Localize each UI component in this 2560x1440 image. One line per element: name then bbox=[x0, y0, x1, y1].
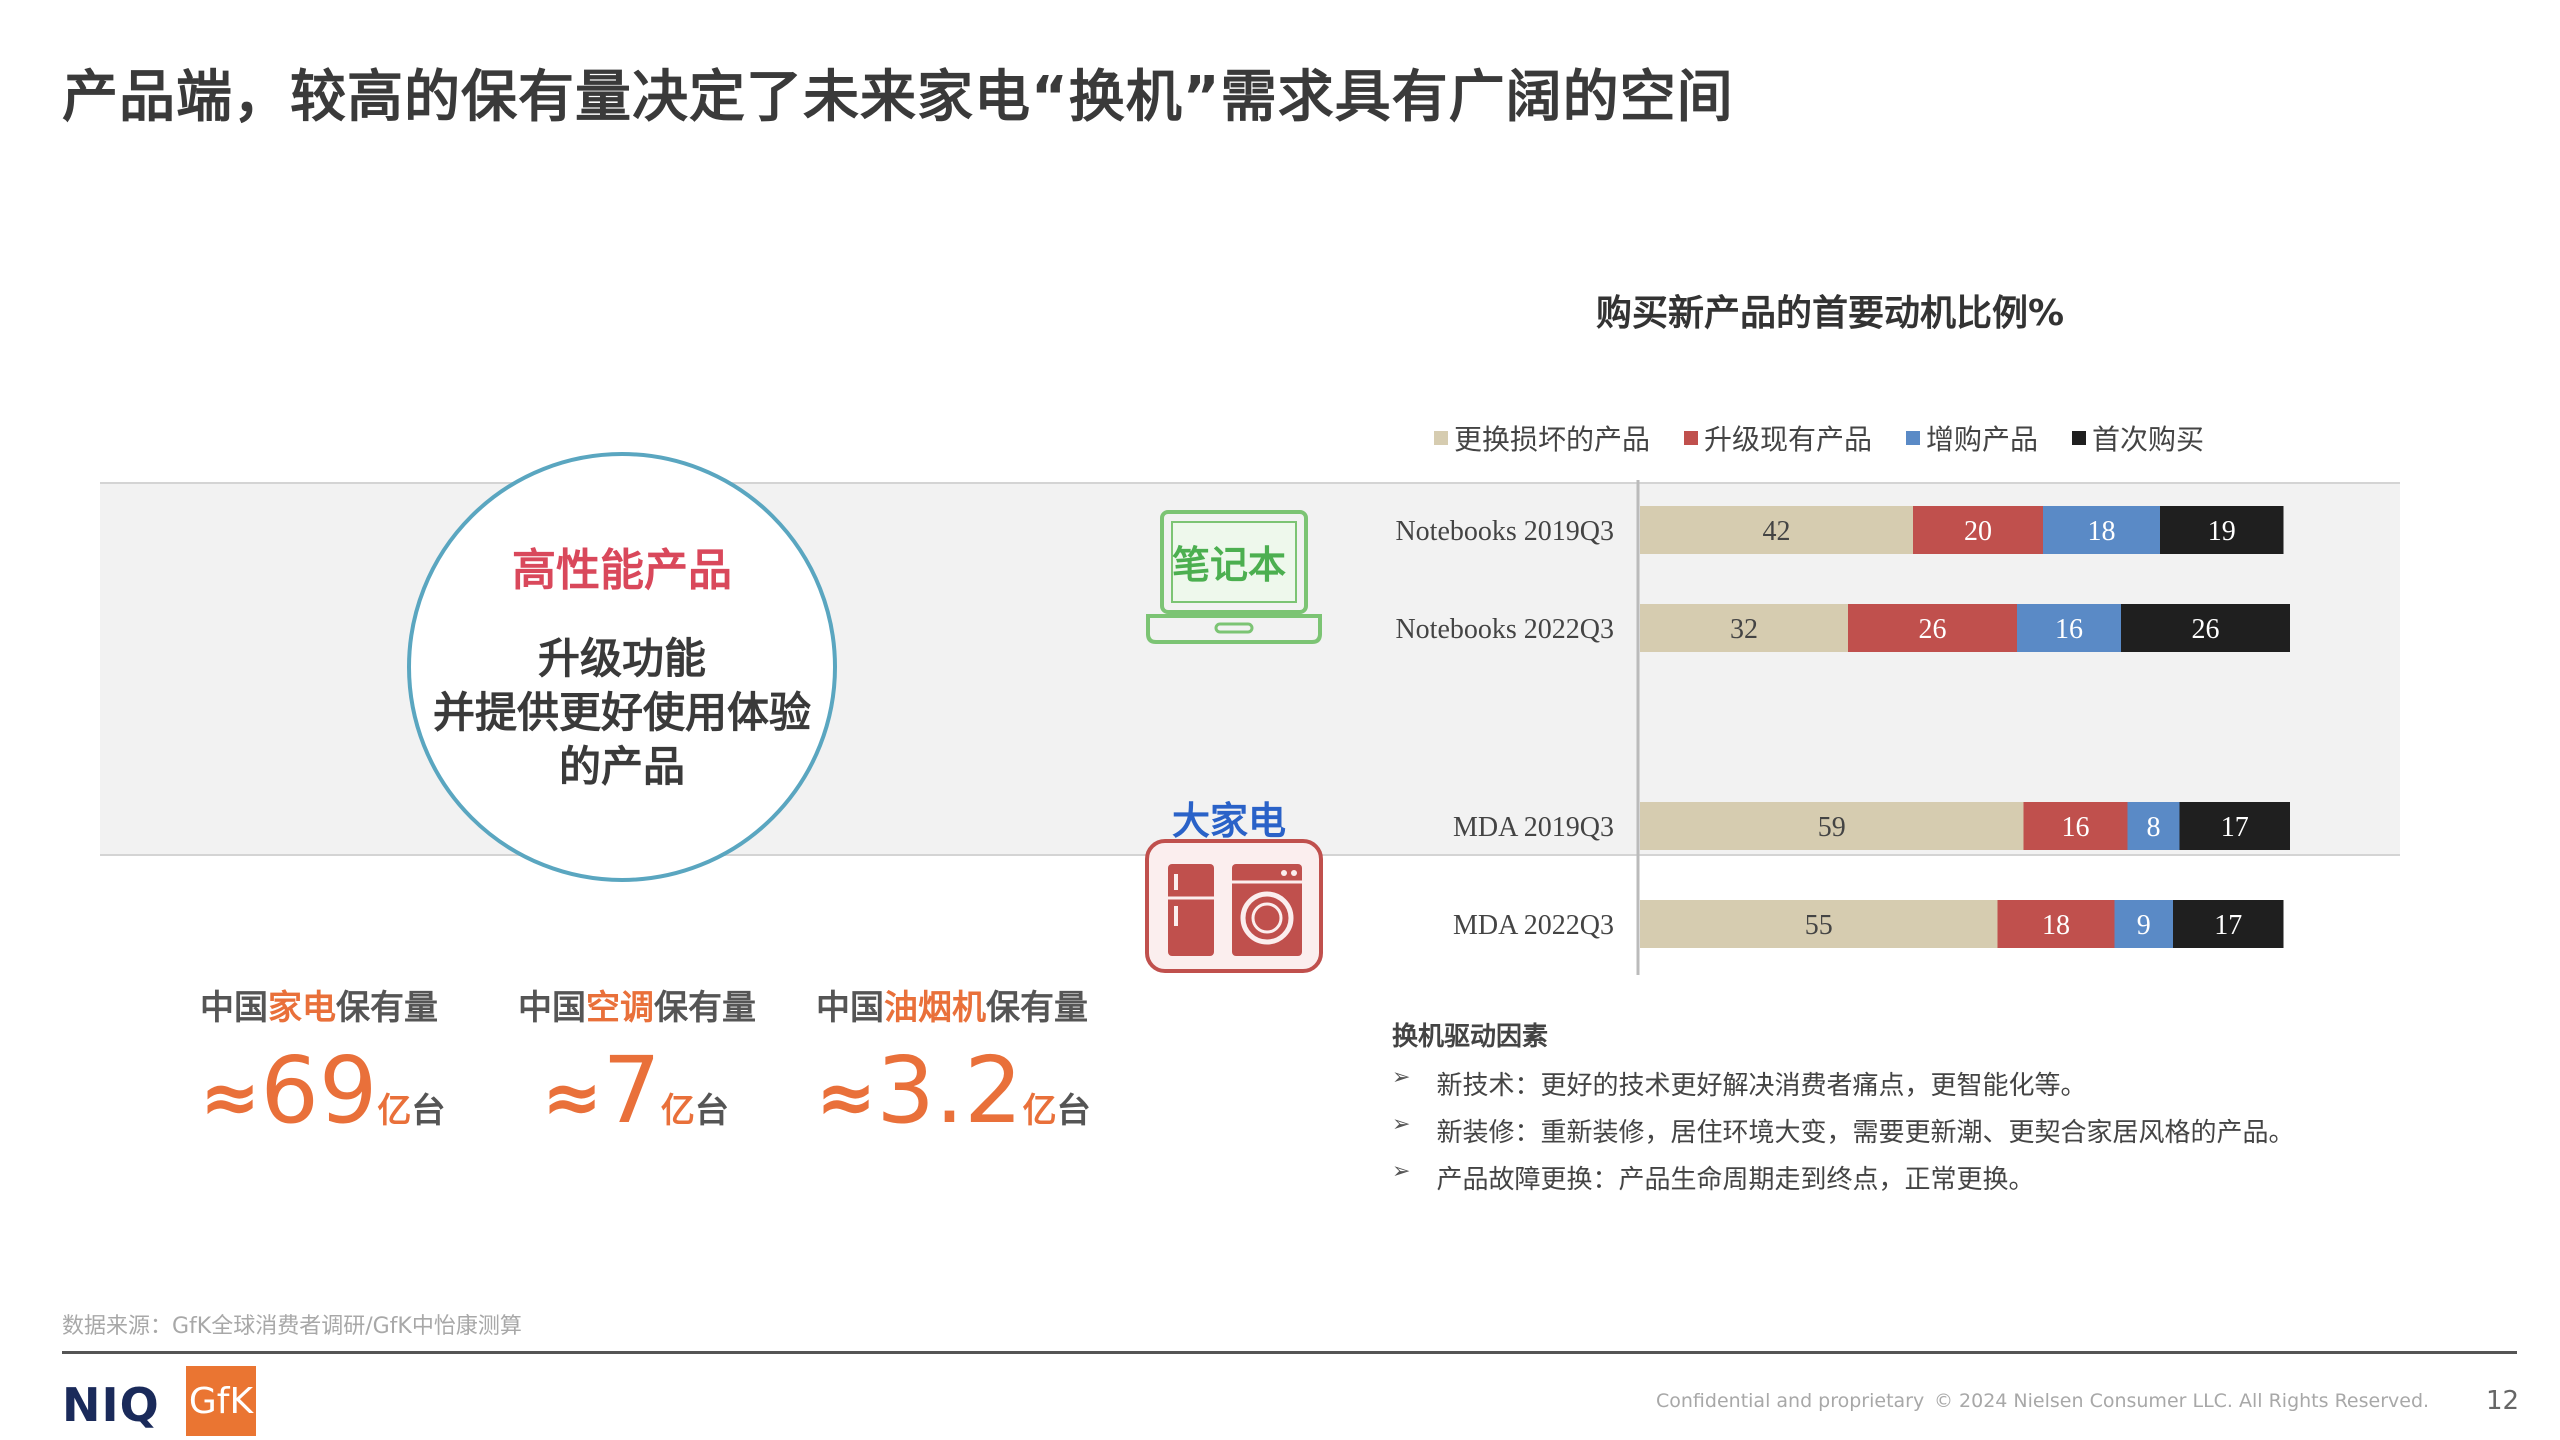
legend-swatch bbox=[1434, 431, 1448, 445]
arrow-bullet-icon: ➢ bbox=[1392, 1112, 1411, 1137]
stat-number: 3.2 bbox=[876, 1037, 1023, 1144]
data-label: 18 bbox=[2042, 910, 2070, 941]
driver-text: 产品故障更换：产品生命周期走到终点，正常更换。 bbox=[1436, 1165, 2035, 1195]
legend-item: 增购产品 bbox=[1906, 418, 2038, 458]
legend-item: 更换损坏的产品 bbox=[1434, 418, 1650, 458]
stat-appliances: 中国家电保有量 ≈69亿台 bbox=[200, 980, 445, 1144]
stat-unit: 亿 bbox=[660, 1091, 695, 1131]
bar-segment bbox=[1640, 900, 1998, 948]
legend-item: 首次购买 bbox=[2072, 418, 2204, 458]
laptop-icon bbox=[1146, 510, 1322, 644]
legend-swatch bbox=[1684, 431, 1699, 445]
bar-segment bbox=[2114, 900, 2173, 948]
chart-legend: 更换损坏的产品 升级现有产品 增购产品 首次购买 bbox=[1434, 418, 2204, 458]
copyright: © 2024 Nielsen Consumer LLC. All Rights … bbox=[1934, 1390, 2430, 1412]
bar-segment bbox=[2173, 900, 2284, 948]
appliance-icon bbox=[1145, 839, 1323, 973]
stat-value: ≈3.2亿台 bbox=[816, 1037, 1091, 1144]
stat-number: 69 bbox=[260, 1037, 378, 1144]
legend-label: 增购产品 bbox=[1926, 423, 2039, 456]
driver-item: ➢ 产品故障更换：产品生命周期走到终点，正常更换。 bbox=[1392, 1159, 2294, 1196]
circle-line: 并提供更好使用体验 bbox=[432, 688, 811, 737]
driver-text: 新装修：重新装修，居住环境大变，需要更新潮、更契合家居风格的产品。 bbox=[1436, 1118, 2295, 1148]
drivers-title: 换机驱动因素 bbox=[1392, 1022, 1549, 1052]
legend-swatch bbox=[1906, 431, 1921, 445]
data-label: 17 bbox=[2214, 910, 2242, 941]
stat-highlight: 油烟机 bbox=[884, 988, 986, 1028]
notebook-label: 笔记本 bbox=[1172, 543, 1287, 587]
page-title: 产品端，较高的保有量决定了未来家电“换机”需求具有广阔的空间 bbox=[62, 65, 1734, 130]
stat-unit: 台 bbox=[1056, 1091, 1091, 1131]
circle-body: 升级功能 并提供更好使用体验 的产品 bbox=[421, 632, 823, 794]
driver-text: 新技术：更好的技术更好解决消费者痛点，更智能化等。 bbox=[1436, 1071, 2087, 1101]
footer-divider bbox=[62, 1351, 2517, 1354]
stat-approx: ≈ bbox=[542, 1055, 603, 1139]
stat-highlight: 家电 bbox=[268, 988, 336, 1028]
stat-value: ≈7亿台 bbox=[518, 1037, 756, 1144]
stat-suffix: 保有量 bbox=[654, 988, 756, 1028]
stat-highlight: 空调 bbox=[586, 988, 654, 1028]
gfk-logo: GfK bbox=[186, 1366, 256, 1436]
stat-unit: 台 bbox=[411, 1091, 446, 1131]
bar-segment bbox=[1997, 900, 2115, 948]
replacement-drivers: 换机驱动因素 ➢ 新技术：更好的技术更好解决消费者痛点，更智能化等。 ➢ 新装修：重… bbox=[1392, 1016, 2294, 1206]
stat-unit: 台 bbox=[694, 1091, 729, 1131]
circle-line: 的产品 bbox=[558, 742, 685, 791]
stat-label: 中国油烟机保有量 bbox=[816, 980, 1091, 1029]
driver-item: ➢ 新技术：更好的技术更好解决消费者痛点，更智能化等。 bbox=[1392, 1065, 2294, 1102]
page-number: 12 bbox=[2486, 1386, 2520, 1416]
data-source: 数据来源：GfK全球消费者调研/GfK中怡康测算 bbox=[62, 1314, 522, 1339]
stat-air-conditioners: 中国空调保有量 ≈7亿台 bbox=[518, 980, 756, 1144]
circle-heading: 高性能产品 bbox=[512, 545, 732, 596]
niq-logo: NIQ bbox=[62, 1378, 160, 1432]
legend-item: 升级现有产品 bbox=[1684, 418, 1872, 458]
legend-label: 首次购买 bbox=[2092, 423, 2205, 456]
stat-label: 中国空调保有量 bbox=[518, 980, 756, 1029]
stat-suffix: 保有量 bbox=[986, 988, 1088, 1028]
stat-number: 7 bbox=[602, 1037, 661, 1144]
stat-prefix: 中国 bbox=[200, 988, 268, 1028]
stat-label: 中国家电保有量 bbox=[200, 980, 445, 1029]
circle-line: 升级功能 bbox=[537, 634, 706, 683]
stat-range-hoods: 中国油烟机保有量 ≈3.2亿台 bbox=[816, 980, 1091, 1144]
mda-label: 大家电 bbox=[1172, 799, 1287, 843]
legend-swatch bbox=[2072, 431, 2087, 445]
stat-prefix: 中国 bbox=[518, 988, 586, 1028]
stat-unit: 亿 bbox=[1022, 1091, 1057, 1131]
confidential-note: Confidential and proprietary bbox=[1656, 1390, 1925, 1412]
stat-approx: ≈ bbox=[816, 1055, 877, 1139]
legend-label: 升级现有产品 bbox=[1704, 423, 1873, 456]
data-label: 9 bbox=[2137, 910, 2151, 941]
stat-suffix: 保有量 bbox=[336, 988, 438, 1028]
high-performance-circle: 高性能产品 升级功能 并提供更好使用体验 的产品 bbox=[407, 452, 837, 882]
chart-title: 购买新产品的首要动机比例% bbox=[1595, 293, 2065, 334]
arrow-bullet-icon: ➢ bbox=[1392, 1159, 1411, 1184]
legend-label: 更换损坏的产品 bbox=[1454, 423, 1651, 456]
category-label: MDA 2022Q3 bbox=[1453, 910, 1614, 941]
stat-unit: 亿 bbox=[377, 1091, 412, 1131]
data-label: 55 bbox=[1805, 910, 1833, 941]
driver-item: ➢ 新装修：重新装修，居住环境大变，需要更新潮、更契合家居风格的产品。 bbox=[1392, 1112, 2294, 1149]
arrow-bullet-icon: ➢ bbox=[1392, 1065, 1411, 1090]
stat-prefix: 中国 bbox=[816, 988, 884, 1028]
stat-approx: ≈ bbox=[200, 1055, 261, 1139]
stat-value: ≈69亿台 bbox=[200, 1037, 445, 1144]
